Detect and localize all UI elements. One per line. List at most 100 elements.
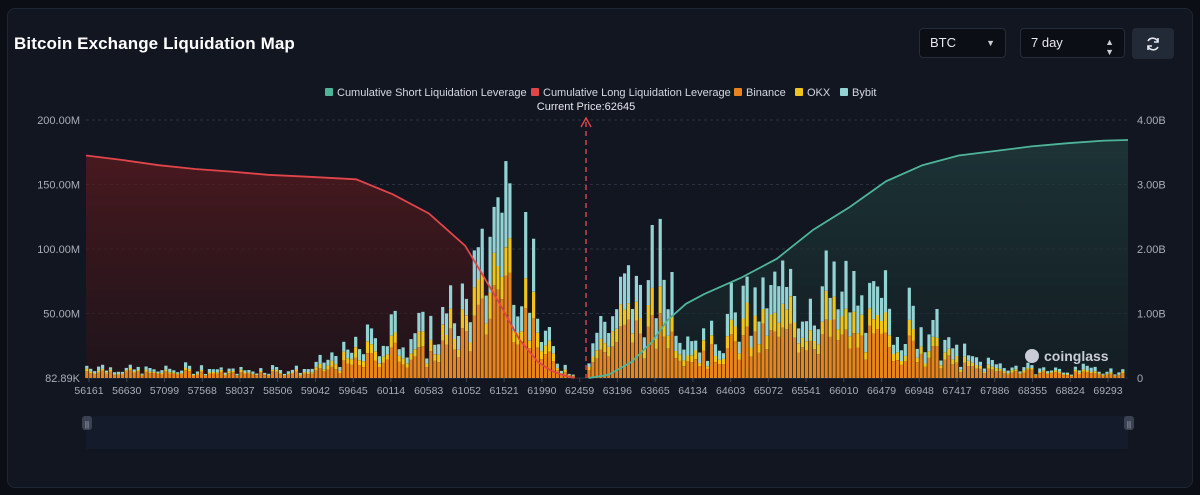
binance-bar bbox=[955, 362, 959, 378]
binance-bar bbox=[271, 371, 275, 378]
okx-bar bbox=[108, 369, 113, 372]
binance-bar bbox=[441, 340, 445, 378]
y-right-tick-label: 0 bbox=[1137, 373, 1143, 385]
bybit-bar bbox=[302, 369, 306, 373]
x-tick-label: 66010 bbox=[829, 385, 858, 397]
binance-bar bbox=[658, 313, 662, 378]
okx-bar bbox=[417, 331, 421, 348]
bybit-bar bbox=[816, 329, 820, 345]
bybit-bar bbox=[694, 340, 698, 351]
bybit-bar bbox=[785, 287, 789, 310]
okx-bar bbox=[998, 368, 1002, 371]
bybit-bar bbox=[1030, 365, 1034, 368]
okx-bar bbox=[1101, 374, 1105, 376]
bybit-bar bbox=[108, 367, 113, 370]
okx-bar bbox=[1097, 373, 1101, 375]
binance-bar bbox=[959, 372, 963, 378]
range-select[interactable]: 7 day ▲ ▼ bbox=[1020, 28, 1125, 58]
bybit-bar bbox=[128, 364, 132, 368]
bybit-bar bbox=[452, 323, 457, 339]
bybit-bar bbox=[223, 372, 227, 375]
zoom-scrollbar-track[interactable] bbox=[86, 416, 1128, 449]
binance-bar bbox=[923, 366, 927, 378]
okx-bar bbox=[445, 335, 449, 345]
bybit-bar bbox=[290, 369, 294, 373]
okx-bar bbox=[595, 350, 599, 359]
okx-bar bbox=[468, 342, 472, 352]
x-tick-label: 63665 bbox=[641, 385, 670, 397]
okx-bar bbox=[674, 351, 678, 359]
okx-bar bbox=[128, 368, 132, 370]
bybit-bar bbox=[176, 372, 180, 374]
okx-bar bbox=[959, 369, 963, 373]
bybit-bar bbox=[512, 304, 516, 331]
bybit-bar bbox=[520, 306, 524, 332]
bybit-bar bbox=[251, 371, 255, 374]
bybit-bar bbox=[449, 285, 453, 309]
chart-legend[interactable]: Cumulative Short Liquidation Leverage Cu… bbox=[325, 87, 876, 99]
okx-bar bbox=[710, 335, 714, 344]
bybit-bar bbox=[650, 225, 654, 288]
bybit-bar bbox=[528, 312, 532, 341]
binance-bar bbox=[860, 335, 864, 378]
okx-bar bbox=[717, 359, 722, 365]
x-tick-label: 67417 bbox=[942, 385, 971, 397]
bybit-bar bbox=[504, 161, 508, 248]
bybit-bar bbox=[433, 344, 437, 355]
okx-bar bbox=[646, 305, 650, 327]
binance-bar bbox=[674, 358, 678, 378]
coin-select[interactable]: BTC ▼ bbox=[919, 28, 1006, 58]
okx-bar bbox=[271, 369, 275, 372]
bybit-bar bbox=[1054, 367, 1058, 371]
bybit-bar bbox=[207, 369, 211, 373]
bybit-bar bbox=[1105, 371, 1109, 374]
binance-bar bbox=[524, 308, 528, 378]
binance-bar bbox=[717, 364, 722, 378]
binance-bar bbox=[793, 337, 797, 378]
bybit-bar bbox=[765, 308, 769, 336]
okx-bar bbox=[1105, 373, 1109, 375]
bybit-bar bbox=[986, 357, 990, 365]
zoom-handle-left[interactable] bbox=[82, 416, 92, 430]
okx-bar bbox=[441, 324, 445, 341]
binance-bar bbox=[318, 368, 322, 378]
bybit-bar bbox=[646, 280, 650, 305]
zoom-handle-right[interactable] bbox=[1124, 416, 1134, 430]
okx-bar bbox=[923, 363, 927, 367]
bybit-bar bbox=[195, 371, 200, 374]
okx-bar bbox=[1121, 371, 1125, 374]
okx-bar bbox=[1006, 373, 1010, 375]
bybit-bar bbox=[381, 345, 385, 357]
binance-bar bbox=[919, 353, 923, 378]
binance-bar bbox=[828, 336, 832, 378]
okx-bar bbox=[290, 372, 294, 374]
okx-bar bbox=[812, 341, 816, 350]
bybit-bar bbox=[377, 356, 381, 364]
bybit-bar bbox=[120, 371, 124, 374]
binance-bar bbox=[516, 344, 520, 378]
bybit-bar bbox=[112, 372, 117, 375]
okx-bar bbox=[251, 373, 255, 375]
binance-bar bbox=[338, 373, 342, 378]
refresh-button[interactable] bbox=[1132, 28, 1174, 59]
binance-bar bbox=[492, 285, 496, 378]
okx-bar bbox=[397, 355, 401, 362]
binance-bar bbox=[235, 375, 239, 378]
okx-bar bbox=[393, 332, 397, 343]
bybit-bar bbox=[1002, 368, 1006, 371]
binance-bar bbox=[302, 373, 306, 378]
okx-bar bbox=[840, 316, 844, 335]
binance-bar bbox=[970, 366, 975, 378]
okx-bar bbox=[654, 339, 658, 349]
okx-bar bbox=[808, 330, 812, 341]
okx-bar bbox=[425, 363, 429, 368]
zoom-handle-right-grip: || bbox=[1127, 420, 1131, 429]
okx-bar bbox=[963, 356, 967, 363]
bybit-bar bbox=[464, 298, 468, 316]
bybit-bar bbox=[753, 287, 757, 316]
binance-bar bbox=[615, 342, 619, 378]
bybit-bar bbox=[275, 367, 279, 370]
bybit-bar bbox=[710, 320, 714, 336]
bybit-bar bbox=[1042, 367, 1046, 371]
bybit-bar bbox=[322, 362, 326, 370]
